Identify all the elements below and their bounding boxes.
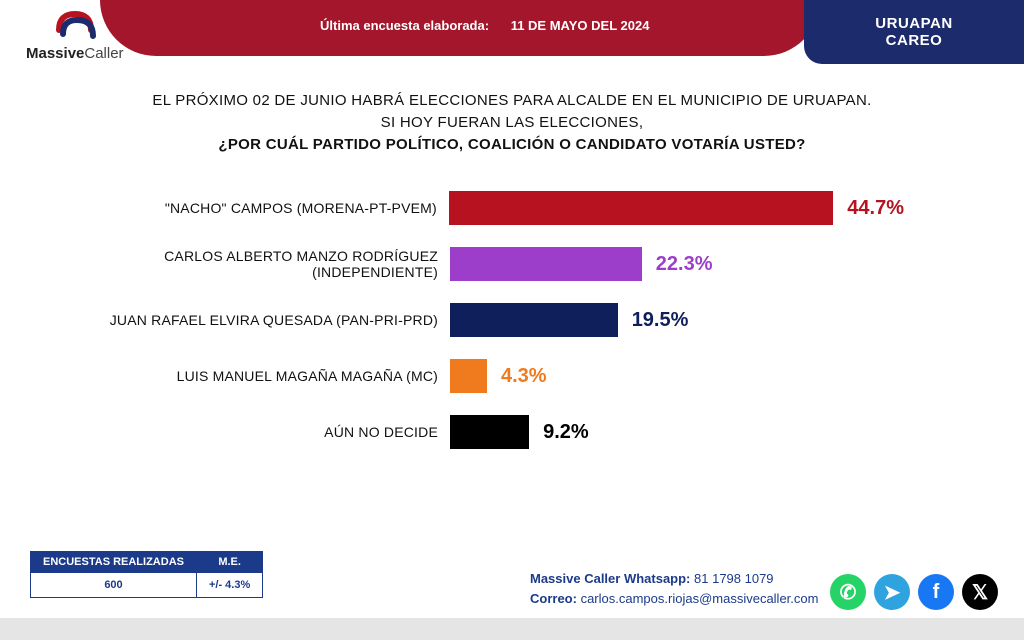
sample-stats-table: ENCUESTAS REALIZADAS M.E. 600 +/- 4.3% [30, 551, 263, 598]
survey-label: Última encuesta elaborada: [320, 18, 489, 33]
region-line1: URUAPAN [875, 15, 952, 32]
contact-email-key: Correo: [530, 591, 577, 606]
contact-block: Massive Caller Whatsapp: 81 1798 1079 Co… [530, 569, 818, 608]
brand-light: Caller [84, 45, 123, 62]
chart-row: JUAN RAFAEL ELVIRA QUESADA (PAN-PRI-PRD)… [70, 292, 904, 348]
bar [450, 415, 529, 449]
x-icon[interactable]: 𝕏 [962, 574, 998, 610]
contact-whatsapp-key: Massive Caller Whatsapp: [530, 571, 690, 586]
brand-name: MassiveCaller [26, 46, 124, 61]
region-line2: CAREO [886, 32, 943, 49]
bottom-edge [0, 618, 1024, 640]
percentage-label: 4.3% [501, 365, 547, 388]
percentage-label: 9.2% [543, 421, 589, 444]
region-badge: URUAPAN CAREO [804, 0, 1024, 64]
contact-whatsapp-val: 81 1798 1079 [694, 571, 774, 586]
candidate-label: "NACHO" CAMPOS (MORENA-PT-PVEM) [70, 200, 449, 216]
social-icons: ✆ ➤ f 𝕏 [830, 574, 998, 610]
percentage-label: 44.7% [847, 197, 904, 220]
brand-bold: Massive [26, 45, 84, 62]
bar [450, 359, 487, 393]
facebook-icon[interactable]: f [918, 574, 954, 610]
bar-area: 44.7% [449, 191, 904, 225]
candidate-label: CARLOS ALBERTO MANZO RODRÍGUEZ (INDEPEND… [70, 248, 450, 280]
survey-date: 11 DE MAYO DEL 2024 [511, 18, 650, 33]
candidate-label: JUAN RAFAEL ELVIRA QUESADA (PAN-PRI-PRD) [70, 312, 450, 328]
chart-row: AÚN NO DECIDE 9.2% [70, 404, 904, 460]
telegram-icon[interactable]: ➤ [874, 574, 910, 610]
whatsapp-icon[interactable]: ✆ [830, 574, 866, 610]
chart-row: LUIS MANUEL MAGAÑA MAGAÑA (MC) 4.3% [70, 348, 904, 404]
stats-col2-value: +/- 4.3% [196, 573, 262, 598]
chart-row: CARLOS ALBERTO MANZO RODRÍGUEZ (INDEPEND… [70, 236, 904, 292]
logo-mark-icon [53, 8, 97, 44]
question-line1: EL PRÓXIMO 02 DE JUNIO HABRÁ ELECCIONES … [110, 90, 914, 112]
header-banner: Última encuesta elaborada: 11 DE MAYO DE… [0, 0, 1024, 64]
chart-row: "NACHO" CAMPOS (MORENA-PT-PVEM) 44.7% [70, 180, 904, 236]
question-line3: ¿POR CUÁL PARTIDO POLÍTICO, COALICIÓN O … [110, 134, 914, 156]
contact-email-val: carlos.campos.riojas@massivecaller.com [581, 591, 819, 606]
stats-col2-header: M.E. [196, 552, 262, 573]
stats-col1-value: 600 [31, 573, 197, 598]
percentage-label: 22.3% [656, 253, 713, 276]
candidate-label: AÚN NO DECIDE [70, 424, 450, 440]
bar-area: 4.3% [450, 359, 904, 393]
question-line2: SI HOY FUERAN LAS ELECCIONES, [110, 112, 914, 134]
brand-logo: MassiveCaller [26, 8, 124, 61]
bar-area: 9.2% [450, 415, 904, 449]
bar [450, 247, 642, 281]
survey-date-line: Última encuesta elaborada: 11 DE MAYO DE… [320, 18, 649, 33]
question-block: EL PRÓXIMO 02 DE JUNIO HABRÁ ELECCIONES … [110, 90, 914, 155]
stats-col1-header: ENCUESTAS REALIZADAS [31, 552, 197, 573]
bar-area: 22.3% [450, 247, 904, 281]
poll-bar-chart: "NACHO" CAMPOS (MORENA-PT-PVEM) 44.7% CARL… [70, 180, 904, 460]
bar-area: 19.5% [450, 303, 904, 337]
percentage-label: 19.5% [632, 309, 689, 332]
bar [450, 303, 618, 337]
candidate-label: LUIS MANUEL MAGAÑA MAGAÑA (MC) [70, 368, 450, 384]
bar [449, 191, 833, 225]
